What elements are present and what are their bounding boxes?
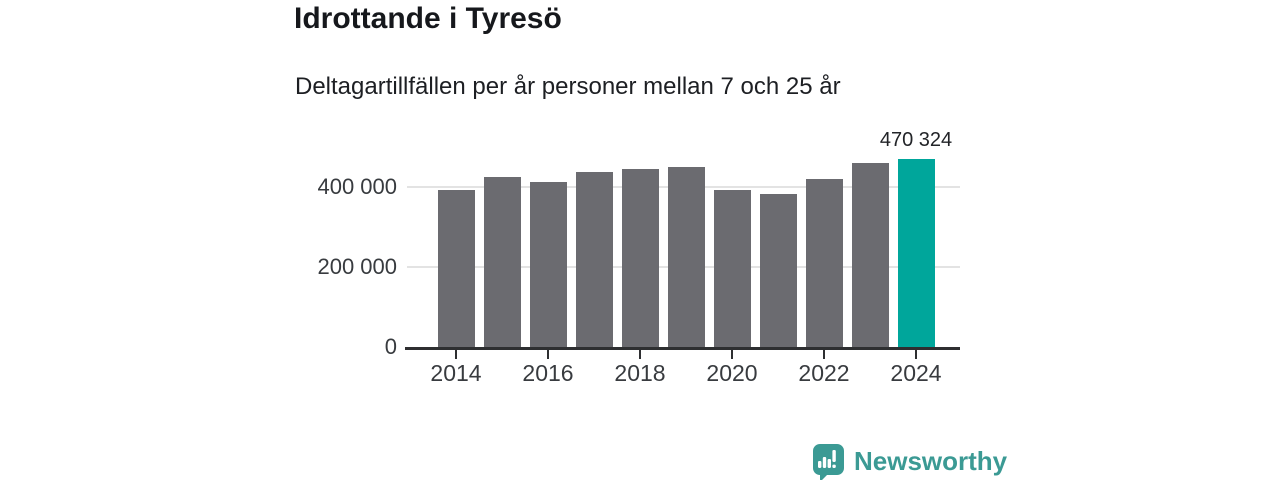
page-title: Idrottande i Tyresö bbox=[294, 2, 562, 35]
bar-chart: 0 200 000 400 000 470 324 2014 2016 2018 2020 20… bbox=[317, 130, 960, 385]
bar-2024 bbox=[897, 158, 935, 347]
y-tick-label: 200 000 bbox=[317, 254, 397, 279]
chart-subtitle: Deltagartillfällen per år personer mella… bbox=[295, 73, 841, 100]
x-axis-tick bbox=[455, 350, 457, 359]
x-tick-label: 2022 bbox=[798, 360, 850, 386]
x-axis-tick bbox=[915, 350, 917, 359]
y-tick-label: 0 bbox=[384, 334, 397, 359]
bar-2018 bbox=[621, 169, 659, 347]
bar-value-annotation: 470 324 bbox=[879, 128, 953, 151]
x-axis-tick bbox=[547, 350, 549, 359]
bar-2021 bbox=[759, 194, 797, 347]
newsworthy-logo: Newsworthy bbox=[811, 443, 1007, 480]
x-tick-label: 2016 bbox=[522, 360, 574, 386]
y-tick-label: 400 000 bbox=[317, 174, 397, 199]
bar-2016 bbox=[529, 181, 567, 347]
x-axis-line bbox=[405, 347, 960, 350]
bar-2019 bbox=[667, 167, 705, 347]
bar-2023 bbox=[851, 162, 889, 347]
x-tick-label: 2024 bbox=[890, 360, 942, 386]
mini-bar-chart-glyph bbox=[818, 450, 836, 468]
x-tick-label: 2018 bbox=[614, 360, 666, 386]
bar-2020 bbox=[713, 189, 751, 347]
newsworthy-logo-icon bbox=[813, 444, 844, 480]
x-axis-tick bbox=[823, 350, 825, 359]
x-tick-label: 2020 bbox=[706, 360, 758, 386]
x-axis-tick bbox=[639, 350, 641, 359]
x-tick-label: 2014 bbox=[430, 360, 482, 386]
bar-2022 bbox=[805, 178, 843, 347]
bar-2014 bbox=[437, 190, 475, 347]
bar-2017 bbox=[575, 171, 613, 347]
x-axis-tick bbox=[731, 350, 733, 359]
bar-2015 bbox=[483, 177, 521, 347]
newsworthy-wordmark: Newsworthy bbox=[854, 446, 1008, 476]
